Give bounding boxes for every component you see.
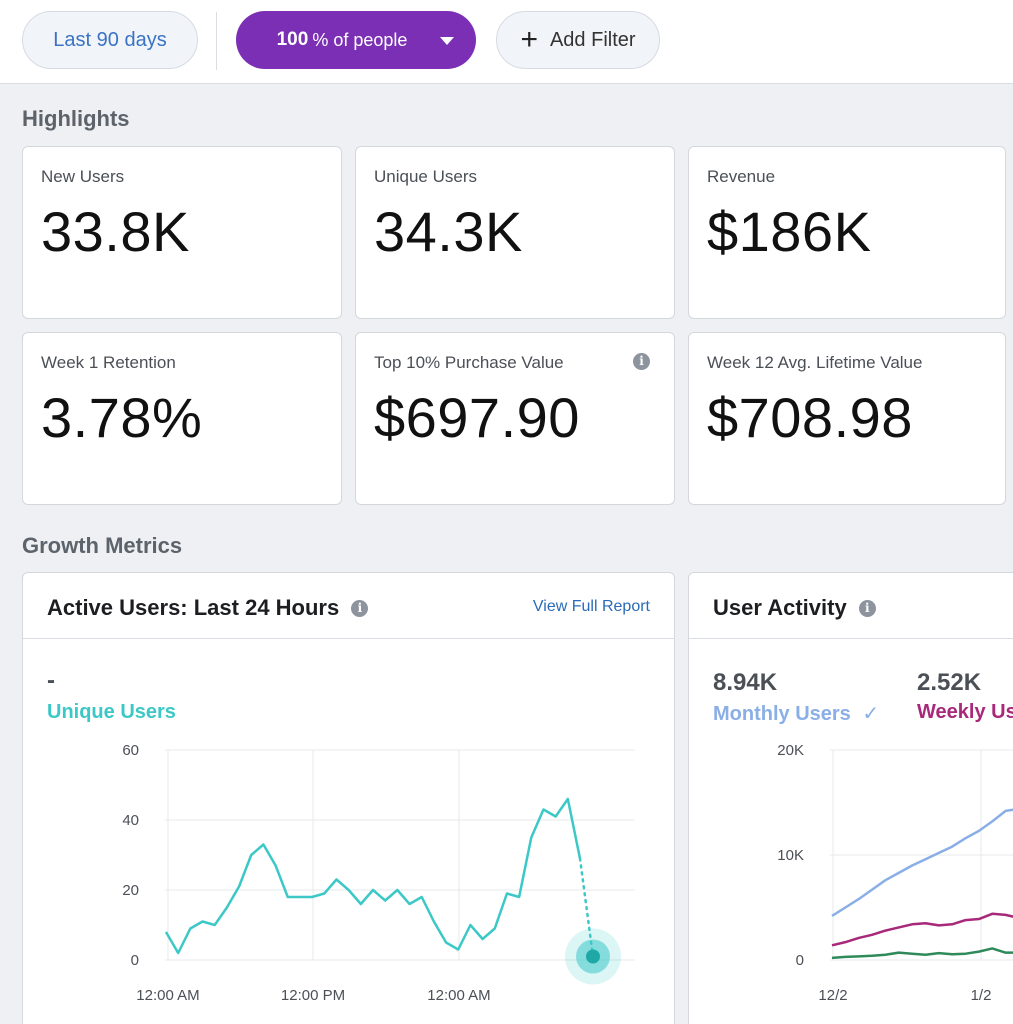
filter-bar: Last 90 days 100 % of people + Add Filte… bbox=[0, 0, 1013, 84]
x-tick-label: 12:00 AM bbox=[136, 987, 199, 1004]
active-users-panel: Active Users: Last 24 Hours i View Full … bbox=[22, 572, 675, 1024]
x-tick-label: 12/2 bbox=[818, 987, 847, 1004]
metric-label: Week 12 Avg. Lifetime Value bbox=[707, 353, 923, 372]
current-point bbox=[586, 949, 600, 964]
people-percent-dropdown[interactable]: 100 % of people bbox=[236, 11, 476, 69]
metric-label: Week 1 Retention bbox=[41, 353, 176, 372]
x-tick-label: 12:00 AM bbox=[427, 987, 490, 1004]
series-line-weekly-users bbox=[831, 912, 1013, 947]
people-percent-suffix: % of people bbox=[312, 29, 408, 50]
metric-label: Top 10% Purchase Value bbox=[374, 353, 564, 372]
y-tick-label: 20 bbox=[122, 882, 139, 899]
x-tick-label: 1/2 bbox=[971, 987, 992, 1004]
highlights-title: Highlights bbox=[22, 106, 130, 131]
add-filter-label: Add Filter bbox=[549, 28, 636, 51]
metric-card-top10-purchase[interactable]: Top 10% Purchase Value i $697.90 bbox=[355, 332, 675, 505]
series-line-monthly-users bbox=[831, 808, 1013, 917]
metric-card-new-users[interactable]: New Users 33.8K bbox=[22, 146, 342, 319]
caret-down-icon bbox=[440, 37, 454, 45]
info-icon[interactable]: i bbox=[633, 353, 650, 370]
y-tick-label: 0 bbox=[131, 952, 139, 969]
current-value: - bbox=[47, 667, 55, 694]
panel-header: User Activity i bbox=[689, 573, 1013, 639]
monthly-users-value: 8.94K bbox=[713, 669, 778, 696]
projection-line bbox=[578, 857, 595, 958]
metric-value: 34.3K bbox=[374, 200, 523, 263]
y-tick-label: 40 bbox=[122, 812, 139, 829]
metric-value: $708.98 bbox=[707, 386, 913, 449]
panel-title-text: User Activity bbox=[713, 595, 847, 620]
metric-card-unique-users[interactable]: Unique Users 34.3K bbox=[355, 146, 675, 319]
metric-value: 33.8K bbox=[41, 200, 190, 263]
weekly-users-value: 2.52K bbox=[917, 669, 982, 696]
y-tick-label: 20K bbox=[777, 742, 804, 759]
info-icon[interactable]: i bbox=[351, 600, 369, 617]
check-icon: ✓ bbox=[862, 703, 880, 725]
view-full-report-link[interactable]: View Full Report bbox=[532, 598, 650, 615]
series-line-daily-users bbox=[831, 947, 1013, 960]
date-range-button[interactable]: Last 90 days bbox=[22, 11, 198, 69]
metric-value: 3.78% bbox=[41, 386, 203, 449]
series-label-unique-users: Unique Users bbox=[47, 701, 176, 723]
y-tick-label: 10K bbox=[777, 847, 804, 864]
legend-monthly-label: Monthly Users bbox=[713, 703, 851, 725]
metric-label: Unique Users bbox=[374, 167, 477, 186]
growth-metrics-title: Growth Metrics bbox=[22, 533, 183, 558]
y-tick-label: 60 bbox=[122, 742, 139, 759]
panel-title: User Activity i bbox=[713, 595, 876, 621]
add-filter-button[interactable]: + Add Filter bbox=[496, 11, 660, 69]
panel-title-text: Active Users: Last 24 Hours bbox=[47, 595, 340, 620]
legend-monthly-users[interactable]: Monthly Users ✓ bbox=[713, 701, 879, 726]
people-percent-value: 100 bbox=[276, 29, 309, 50]
metric-card-revenue[interactable]: Revenue $186K bbox=[688, 146, 1006, 319]
metric-value: $186K bbox=[707, 200, 872, 263]
x-tick-label: 12:00 PM bbox=[281, 987, 345, 1004]
metric-label: Revenue bbox=[707, 167, 776, 186]
active-users-chart[interactable]: 0 20 40 60 12:00 AM 12:00 PM 12:00 AM bbox=[23, 733, 674, 1024]
date-range-label: Last 90 days bbox=[53, 28, 167, 51]
metric-card-week1-retention[interactable]: Week 1 Retention 3.78% bbox=[22, 332, 342, 505]
metric-card-week12-ltv[interactable]: Week 12 Avg. Lifetime Value $708.98 bbox=[688, 332, 1006, 505]
user-activity-panel: User Activity i 8.94K Monthly Users ✓ 2.… bbox=[688, 572, 1013, 1024]
user-activity-chart[interactable]: 0 10K 20K 12/2 1/2 bbox=[689, 733, 1013, 1024]
panel-title: Active Users: Last 24 Hours i bbox=[47, 595, 369, 621]
info-icon[interactable]: i bbox=[858, 600, 876, 617]
y-tick-label: 0 bbox=[796, 952, 804, 969]
legend-weekly-users[interactable]: Weekly Us bbox=[917, 701, 1013, 723]
filter-divider bbox=[216, 12, 217, 70]
panel-header: Active Users: Last 24 Hours i View Full … bbox=[23, 573, 674, 639]
metric-label: New Users bbox=[41, 167, 125, 186]
metric-value: $697.90 bbox=[374, 386, 580, 449]
series-line-unique-users bbox=[164, 797, 582, 955]
plus-icon: + bbox=[520, 23, 538, 56]
